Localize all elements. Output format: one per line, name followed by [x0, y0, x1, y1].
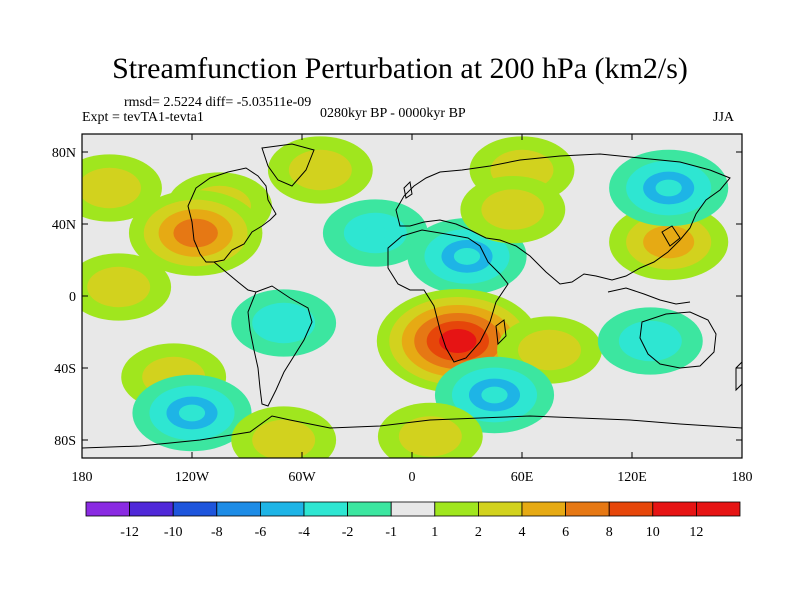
colorbar-label-7: 1	[431, 525, 438, 540]
peak-southern-ocean-negative	[178, 404, 206, 422]
colorbar-label-1: -10	[164, 525, 183, 540]
peak-eurasia-arctic-positive	[510, 162, 534, 178]
coastline-britain	[403, 180, 413, 199]
colorbar-label-8: 2	[475, 525, 482, 540]
colorbar-box-8	[434, 501, 479, 517]
peak-east-pacific-tropical-positive	[107, 279, 131, 295]
colorbar-box-12	[608, 501, 654, 517]
peak-antarctic-positive	[418, 428, 442, 444]
colorbar-label-9: 4	[519, 525, 526, 540]
colorbar-box-0	[85, 501, 130, 517]
colorbar-box-14	[696, 501, 741, 517]
field-north-africa-negative	[407, 218, 527, 295]
coastline-north-america	[187, 167, 277, 263]
colorbar-box-3	[216, 501, 261, 517]
field-east-pacific-tropical-positive	[82, 253, 172, 321]
y-tick-label-4: 80S	[54, 434, 76, 449]
y-tick-label-2: 0	[69, 290, 76, 305]
coastline-eurasia	[395, 153, 731, 285]
peak-north-atlantic-positive	[308, 162, 332, 178]
colorbar-label-2: -8	[211, 525, 223, 540]
colorbar-label-0: -12	[120, 525, 139, 540]
peak-northeast-asia-negative	[655, 179, 682, 197]
experiment-label: Expt = tevTA1-tevta1	[82, 110, 204, 125]
x-tick-label-3: 0	[409, 470, 416, 485]
peak-east-asia-positive	[655, 233, 682, 251]
peak-south-america-negative	[272, 315, 296, 331]
field-northeast-asia-negative	[609, 149, 729, 227]
coastline-indonesia	[607, 287, 691, 305]
coastline-antarctica	[82, 415, 742, 449]
coastline-africa	[387, 229, 509, 363]
peak-north-africa-negative	[453, 247, 481, 265]
colorbar-label-6: -1	[385, 525, 397, 540]
stats-text: rmsd= 2.5224 diff= -5.03511e-09	[124, 95, 312, 110]
field-north-pacific-positive	[82, 154, 162, 222]
colorbar-box-13	[652, 501, 697, 517]
y-tick-label-1: 40N	[52, 218, 76, 233]
field-west-antarctic-positive	[231, 406, 337, 458]
x-tick-label-2: 60W	[288, 470, 316, 485]
colorbar-label-3: -6	[255, 525, 267, 540]
coastline-layer	[82, 143, 742, 449]
coastline-madagascar	[495, 319, 507, 346]
colorbar-label-10: 6	[562, 525, 569, 540]
field-central-asia-positive	[460, 175, 566, 244]
colorbar-box-11	[565, 501, 610, 517]
period-label: 0280kyr BP - 0000kyr BP	[320, 106, 466, 121]
coastline-australia	[639, 311, 717, 369]
peak-west-antarctic-positive	[272, 432, 296, 448]
chart-title: Streamfunction Perturbation at 200 hPa (…	[112, 52, 688, 85]
colorbar-label-5: -2	[342, 525, 354, 540]
peak-south-atlantic-negative	[481, 386, 508, 404]
colorbar-box-5	[303, 501, 348, 517]
field-south-america-negative	[231, 289, 337, 357]
peak-south-indian-ocean-positive	[537, 342, 562, 358]
peak-central-asia-positive	[501, 202, 525, 218]
x-tick-label-4: 60E	[511, 470, 534, 485]
colorbar-box-7	[390, 501, 436, 517]
colorbar-label-11: 8	[606, 525, 613, 540]
colorbar-box-6	[347, 501, 392, 517]
x-tick-label-5: 120E	[617, 470, 647, 485]
coastline-japan	[661, 225, 681, 247]
y-tick-label-3: 40S	[54, 362, 76, 377]
field-north-atlantic-positive	[267, 136, 373, 204]
peak-subtropical-atlantic-negative	[363, 225, 387, 241]
coastline-greenland	[261, 143, 315, 187]
colorbar: -12 -10 -8 -6 -4 -2 -1 1 2 4 6 8 10 12	[85, 501, 741, 540]
field-subtropical-atlantic-negative	[322, 199, 428, 267]
colorbar-box-4	[259, 501, 305, 517]
coastline-central-america	[213, 261, 257, 293]
peak-southern-africa-maximum	[440, 329, 476, 353]
colorbar-label-12: 10	[646, 525, 660, 540]
peak-australia-negative	[638, 333, 662, 349]
peak-sw-us-maximum	[180, 223, 211, 243]
y-tick-label-0: 80N	[52, 146, 76, 161]
colorbar-label-13: 12	[689, 525, 703, 540]
x-tick-label-0: 180	[72, 470, 93, 485]
field-australia-negative	[597, 307, 703, 375]
colorbar-box-1	[129, 501, 174, 517]
field-southern-ocean-negative	[132, 374, 252, 452]
colorbar-label-4: -4	[298, 525, 310, 540]
x-tick-label-1: 120W	[175, 470, 210, 485]
colorbar-box-2	[172, 501, 218, 517]
colorbar-box-10	[521, 501, 566, 517]
field-antarctic-positive	[377, 402, 483, 458]
axes-layer: 180 120W 60W 0 60E 120E 180 80N 40N 0 40S 80S	[52, 134, 753, 485]
colorbar-box-9	[477, 501, 523, 517]
x-tick-label-6: 180	[732, 470, 753, 485]
peak-north-pacific-positive	[97, 180, 122, 196]
coastline-new-zealand	[735, 361, 742, 392]
coastline-south-america	[247, 285, 313, 407]
season-label: JJA	[713, 110, 735, 125]
